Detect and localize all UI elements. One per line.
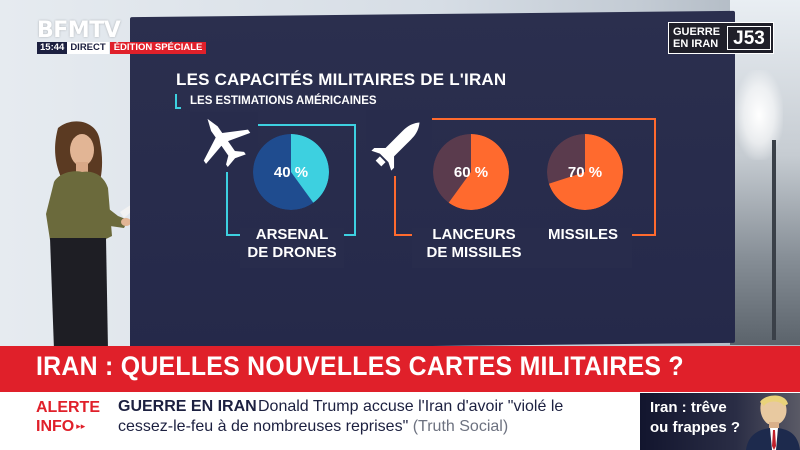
graphic-title: LES CAPACITÉS MILITAIRES DE L'IRAN	[176, 70, 507, 89]
missile-icon	[371, 122, 420, 171]
studio-pole	[772, 140, 776, 340]
presenter	[46, 121, 140, 350]
alert-text: INFO	[36, 418, 75, 435]
live-strip: 15:44 DIRECT ÉDITION SPÉCIALE	[37, 42, 207, 54]
pie-chart-drones	[253, 134, 329, 210]
category-label-missiles: MISSILES	[538, 226, 628, 244]
headline: IRAN : QUELLES NOUVELLES CARTES MILITAIR…	[36, 351, 684, 381]
ticker-text-continued: cessez-le-feu à de nombreuses reprises" …	[118, 417, 508, 437]
teaser-line: ou frappes ?	[650, 419, 741, 436]
label-backdrop	[412, 228, 632, 268]
label-line: DE MISSILES	[426, 244, 522, 261]
fighter-jet-icon	[203, 118, 251, 167]
percent-label: 70 %	[567, 164, 603, 181]
category-label-drones: ARSENAL DE DRONES	[236, 226, 348, 262]
pie-slice	[448, 134, 509, 210]
war-badge-line: EN IRAN	[673, 38, 719, 50]
alert-arrows: ▸▸	[76, 421, 86, 432]
label-line: MISSILES	[547, 226, 618, 243]
teaser-text: Iran : trêve ou frappes ?	[650, 398, 740, 438]
alert-line: INFO ▸▸	[36, 417, 100, 436]
pie-chart-lanceurs	[433, 134, 509, 210]
teaser-person-image	[746, 395, 800, 450]
label-backdrop	[240, 228, 344, 268]
alert-line: ALERTE	[36, 399, 100, 416]
pie-slice	[548, 134, 623, 210]
edition-label: ÉDITION SPÉCIALE	[109, 42, 207, 54]
ticker-text: Donald Trump accuse l'Iran d'avoir "viol…	[258, 398, 564, 415]
subtitle-marker	[175, 94, 181, 109]
graphic-subtitle: LES ESTIMATIONS AMÉRICAINES	[190, 95, 377, 107]
channel-logo: BFMTV	[37, 18, 121, 43]
percent-label: 40 %	[273, 164, 309, 181]
category-label-lanceurs: LANCEURS DE MISSILES	[412, 226, 536, 262]
live-time: 15:44	[37, 42, 68, 54]
ticker-text-line: cessez-le-feu à de nombreuses reprises"	[118, 418, 409, 435]
percent-label: 60 %	[453, 164, 489, 181]
label-line: DE DRONES	[247, 244, 337, 261]
war-badge-line: GUERRE	[673, 26, 721, 38]
pie-chart-missiles	[547, 134, 623, 210]
headline-bar	[0, 346, 800, 392]
live-label: DIRECT	[67, 42, 109, 54]
label-line: ARSENAL	[255, 226, 329, 243]
ticker-source: (Truth Social)	[412, 418, 509, 435]
teaser-line: Iran : trêve	[650, 399, 727, 416]
war-badge-title: GUERRE EN IRAN	[673, 26, 720, 50]
war-badge: GUERRE EN IRAN J53	[668, 22, 774, 54]
ticker-topic: GUERRE EN IRAN	[118, 398, 257, 415]
war-badge-day: J53	[727, 26, 771, 50]
label-line: LANCEURS	[432, 226, 516, 243]
alert-label: ALERTE INFO ▸▸	[36, 398, 100, 436]
pie-slice	[291, 134, 329, 203]
studio-background	[730, 0, 800, 345]
